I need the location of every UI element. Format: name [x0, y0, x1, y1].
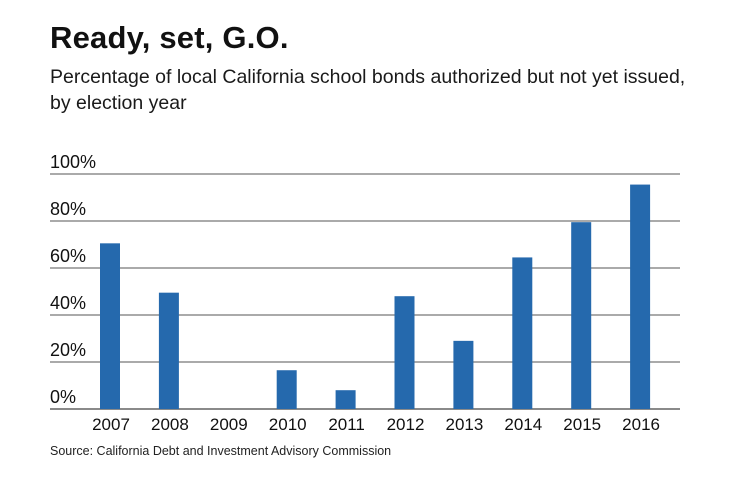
y-tick-label: 0%	[50, 387, 76, 407]
chart-title: Ready, set, G.O.	[50, 20, 289, 55]
source-note: Source: California Debt and Investment A…	[50, 444, 392, 458]
x-tick-label-2015: 2015	[563, 415, 601, 434]
bar-2013	[453, 340, 474, 409]
bar-2010	[276, 370, 297, 409]
x-tick-label-2016: 2016	[622, 415, 660, 434]
y-tick-label: 80%	[50, 199, 86, 219]
x-tick-label-2010: 2010	[269, 415, 307, 434]
x-tick-label-2011: 2011	[328, 415, 365, 434]
x-tick-label-2009: 2009	[210, 415, 248, 434]
y-tick-label: 40%	[50, 293, 86, 313]
x-tick-labels: 2007 2008 2009 2010 2011 2012 2013 2014 2015 2016	[92, 415, 660, 434]
y-tick-label: 60%	[50, 246, 86, 266]
x-tick-label-2008: 2008	[151, 415, 189, 434]
y-tick-label: 100%	[50, 152, 96, 172]
x-tick-label-2013: 2013	[445, 415, 483, 434]
y-tick-labels: 0% 20% 40% 60% 80% 100%	[50, 152, 96, 407]
bar-2008	[158, 292, 179, 409]
x-tick-label-2014: 2014	[504, 415, 542, 434]
bar-2014	[512, 257, 533, 409]
x-tick-label-2012: 2012	[387, 415, 425, 434]
y-tick-label: 20%	[50, 340, 86, 360]
bars	[100, 184, 651, 409]
bar-2007	[100, 243, 120, 409]
bar-2012	[394, 296, 415, 409]
bar-2016	[630, 184, 651, 409]
chart-subtitle: Percentage of local California school bo…	[50, 66, 686, 114]
x-tick-label-2007: 2007	[92, 415, 130, 434]
bar-2011	[335, 390, 356, 409]
bar-2015	[571, 222, 592, 409]
